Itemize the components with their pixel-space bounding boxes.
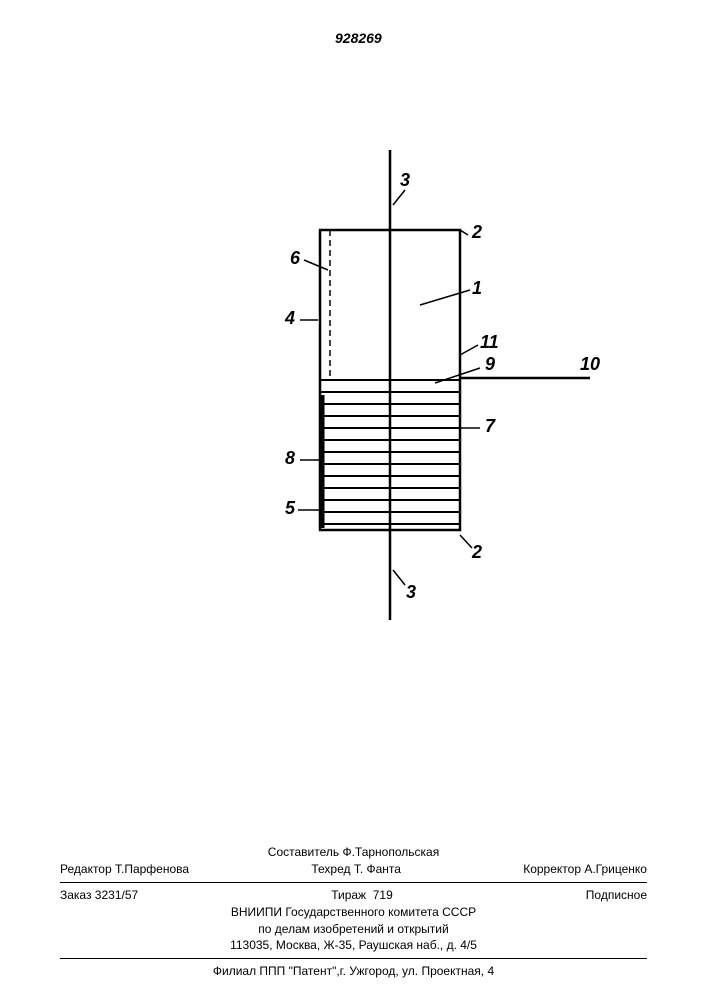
org1: ВНИИПИ Государственного комитета СССР — [60, 904, 647, 921]
leader-line — [304, 260, 328, 270]
technical-diagram: 3 2 1 6 4 11 9 10 7 8 5 2 3 — [100, 150, 600, 800]
footer-block: Составитель Ф.Тарнопольская Редактор Т.П… — [60, 844, 647, 980]
branch: Филиал ППП "Патент",г. Ужгород, ул. Прое… — [60, 963, 647, 980]
leader-line — [393, 190, 405, 205]
label-3-top: 3 — [400, 170, 410, 191]
leader-line — [460, 345, 478, 355]
org2: по делам изобретений и открытий — [60, 921, 647, 938]
label-1: 1 — [472, 278, 482, 299]
leader-line — [420, 290, 470, 305]
label-9: 9 — [485, 354, 495, 375]
compiler-line: Составитель Ф.Тарнопольская — [60, 844, 647, 861]
leader-line — [460, 535, 472, 548]
label-2-top: 2 — [472, 222, 482, 243]
address: 113035, Москва, Ж-35, Раушская наб., д. … — [60, 937, 647, 954]
label-2-bottom: 2 — [472, 542, 482, 563]
label-11: 11 — [480, 332, 499, 353]
page-number: 928269 — [335, 30, 382, 46]
label-8: 8 — [285, 448, 295, 469]
label-4: 4 — [285, 308, 295, 329]
order-row: Заказ 3231/57 Тираж 719 Подписное — [60, 887, 647, 904]
label-7: 7 — [485, 416, 495, 437]
editor-row: Редактор Т.Парфенова Техред Т. Фанта Кор… — [60, 861, 647, 878]
leader-line — [393, 570, 405, 585]
label-5: 5 — [285, 498, 295, 519]
label-6: 6 — [290, 248, 300, 269]
label-3-bottom: 3 — [406, 582, 416, 603]
label-10: 10 — [580, 354, 600, 375]
